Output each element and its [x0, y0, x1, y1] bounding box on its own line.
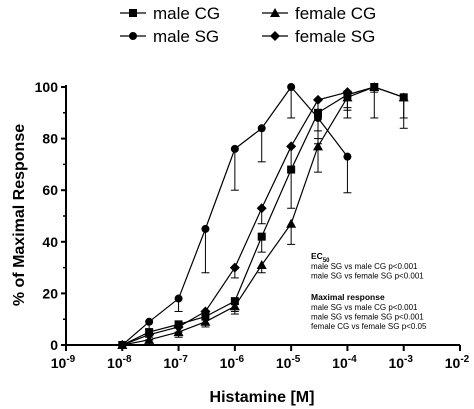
data-point: [144, 329, 155, 340]
legend-label: female SG: [295, 27, 375, 46]
x-tick-label: 10-6: [220, 354, 245, 371]
data-point: [200, 306, 211, 317]
data-point: [200, 316, 211, 326]
legend-marker: [129, 9, 137, 17]
x-axis-ticks: 10-9 10-8 10-7 10-6 10-5 10-4 10-3 10-2: [51, 345, 470, 371]
y-tick-label: 20: [42, 285, 58, 301]
data-point: [173, 321, 184, 332]
data-point: [230, 297, 239, 306]
x-tick-label: 10-9: [51, 354, 76, 371]
x-tick-label: 10-3: [388, 354, 413, 371]
y-tick-label: 40: [42, 234, 58, 250]
data-point: [229, 262, 240, 273]
y-tick-label: 80: [42, 131, 58, 147]
series-female-cg: [117, 82, 409, 349]
annotation-line: female CG vs female SG p<0.05: [311, 322, 427, 331]
data-point: [369, 82, 380, 91]
data-point: [145, 317, 154, 326]
annotation-line: male SG vs female SG p<0.001: [311, 272, 424, 281]
x-tick-label: 10-7: [163, 354, 188, 371]
y-tick-label: 60: [42, 182, 58, 198]
y-axis-title: % of Maximal Response: [11, 124, 28, 306]
plot-area: [65, 82, 460, 350]
y-axis-ticks: 0 20 40 60 80 100: [35, 79, 66, 353]
y-tick-label: 0: [50, 337, 58, 353]
legend-item: male CG: [120, 4, 220, 23]
x-tick-label: 10-2: [445, 354, 470, 371]
series-female-sg: [117, 87, 353, 350]
data-point: [286, 218, 297, 228]
data-point: [287, 83, 296, 91]
legend-marker: [270, 31, 280, 41]
data-point: [286, 141, 297, 152]
legend-marker: [129, 32, 137, 40]
data-point: [343, 152, 352, 161]
legend: male CG male SG female CG female SG: [120, 4, 376, 46]
x-tick-label: 10-4: [332, 354, 357, 371]
legend-label: male CG: [153, 4, 220, 23]
annotation-heading: EC50: [311, 251, 330, 264]
data-point: [312, 94, 323, 105]
data-point: [256, 203, 267, 214]
legend-item: male SG: [120, 27, 219, 46]
x-tick-label: 10-8: [107, 354, 132, 371]
legend-label: female CG: [295, 4, 376, 23]
data-point: [342, 87, 353, 98]
legend-label: male SG: [153, 27, 219, 46]
legend-item: female SG: [262, 27, 375, 46]
data-point: [256, 260, 267, 270]
y-tick-label: 100: [35, 79, 59, 95]
legend-marker: [270, 8, 280, 17]
data-point: [257, 124, 266, 133]
data-point: [398, 92, 409, 102]
legend-item: female CG: [262, 4, 376, 23]
x-axis-title: Histamine [M]: [210, 389, 315, 406]
annotation-heading: Maximal response: [311, 292, 385, 302]
data-point: [174, 294, 183, 303]
data-point: [230, 144, 239, 153]
annotation-line: male SG vs female SG p<0.001: [311, 313, 424, 322]
data-point: [201, 224, 210, 233]
data-point: [312, 141, 323, 151]
x-tick-label: 10-5: [276, 354, 301, 371]
data-point: [229, 301, 240, 311]
annotation-line: male SG vs male CG p<0.001: [311, 262, 418, 271]
data-point: [257, 232, 266, 241]
annotation-line: male SG vs male CG p<0.001: [311, 303, 418, 312]
